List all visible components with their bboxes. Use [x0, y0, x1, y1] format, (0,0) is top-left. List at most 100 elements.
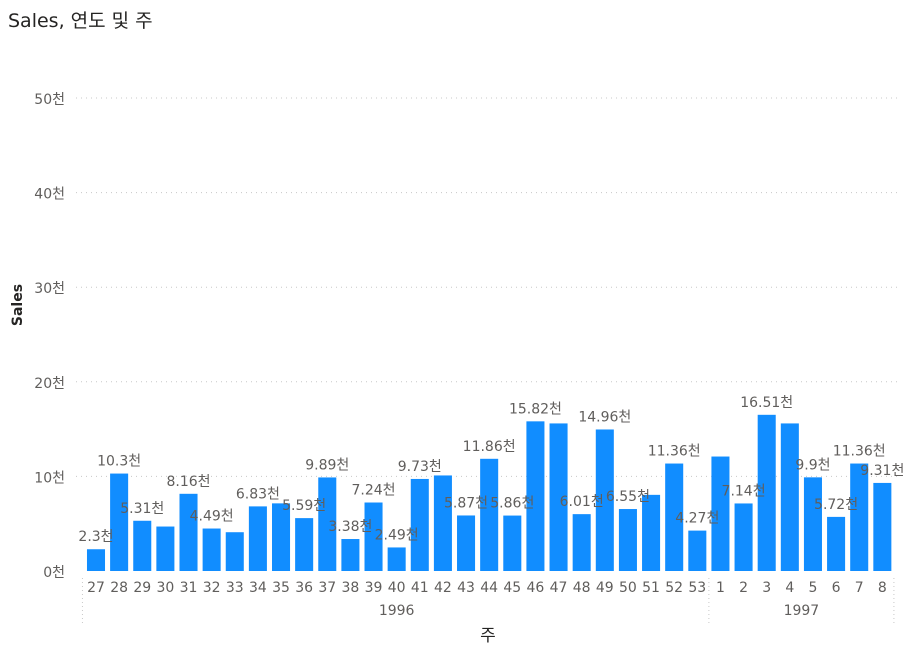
x-tick-label: 44: [480, 580, 498, 596]
bar-week-43[interactable]: [457, 515, 476, 571]
bar-week-8[interactable]: [873, 482, 892, 571]
data-label: 15.82천: [509, 401, 562, 417]
bar-week-5[interactable]: [803, 477, 822, 571]
x-tick-label: 28: [110, 580, 128, 596]
bar-week-50[interactable]: [618, 509, 637, 571]
bar-week-27[interactable]: [86, 549, 106, 571]
x-tick-label: 46: [527, 580, 545, 596]
y-axis-title: Sales: [10, 284, 26, 326]
bar-week-1[interactable]: [711, 456, 730, 571]
bar-week-49[interactable]: [595, 429, 614, 571]
x-tick-label: 53: [688, 580, 706, 596]
data-label: 11.36천: [648, 444, 701, 460]
x-axis-title: 주: [480, 626, 496, 646]
bar-week-30[interactable]: [156, 526, 175, 571]
x-tick-label: 48: [573, 580, 591, 596]
data-label: 5.59천: [282, 498, 326, 514]
x-tick-label: 5: [808, 580, 817, 596]
bar-week-4[interactable]: [780, 423, 799, 571]
data-label: 9.89천: [305, 457, 349, 473]
x-tick-label: 8: [878, 580, 887, 596]
x-tick-label: 51: [642, 580, 660, 596]
x-tick-label: 3: [762, 580, 771, 596]
bar-week-32[interactable]: [202, 528, 221, 571]
x-tick-label: 39: [365, 580, 383, 596]
gridlines: [76, 97, 900, 477]
chart-title: Sales, 연도 및 주: [8, 10, 153, 32]
x-tick-label: 34: [249, 580, 267, 596]
bar-week-45[interactable]: [503, 515, 522, 571]
group-label: 1996: [379, 603, 415, 619]
bar-week-46[interactable]: [526, 421, 545, 571]
bar-week-31[interactable]: [179, 493, 198, 571]
bar-week-33[interactable]: [225, 532, 244, 571]
x-tick-label: 36: [295, 580, 313, 596]
x-tick-label: 50: [619, 580, 637, 596]
x-axis-tick-labels: 27 28 29 30 31 32 33 34 35 36 37 38 39 40 41 42 43 44 45 46…: [87, 580, 887, 596]
y-tick-label: 0천: [43, 565, 65, 581]
data-label: 5.72천: [814, 497, 858, 513]
data-label: 16.51천: [740, 395, 793, 411]
data-label: 5.86천: [490, 496, 534, 512]
x-tick-label: 47: [550, 580, 568, 596]
group-label: 1997: [784, 603, 820, 619]
bar-week-35[interactable]: [272, 503, 291, 571]
bar-week-36[interactable]: [295, 518, 314, 571]
bar-week-44[interactable]: [480, 458, 499, 571]
y-axis-tick-labels: 0천 10천 20천 30천 40천 50천: [34, 92, 65, 581]
bar-week-2[interactable]: [734, 503, 753, 571]
bar-week-48[interactable]: [572, 514, 591, 571]
bar-week-37[interactable]: [318, 477, 337, 571]
data-label: 11.86천: [463, 439, 516, 455]
x-tick-label: 6: [832, 580, 841, 596]
bar-week-6[interactable]: [827, 516, 846, 571]
data-label: 9.73천: [398, 459, 442, 475]
bar-week-47[interactable]: [549, 423, 568, 571]
bar-week-42[interactable]: [433, 475, 452, 571]
y-tick-label: 10천: [34, 470, 65, 486]
data-label: 10.3천: [97, 454, 141, 470]
x-tick-label: 42: [434, 580, 452, 596]
data-label: 2.49천: [375, 527, 419, 543]
bar-week-38[interactable]: [341, 539, 360, 571]
x-tick-label: 35: [272, 580, 290, 596]
data-label: 4.27천: [675, 511, 719, 527]
data-label: 6.83천: [236, 486, 280, 502]
x-tick-label: 4: [785, 580, 794, 596]
data-label: 5.31천: [120, 501, 164, 517]
x-tick-label: 7: [855, 580, 864, 596]
data-label: 2.3천: [78, 529, 113, 545]
bar-week-29[interactable]: [133, 520, 152, 571]
bar-week-28[interactable]: [110, 473, 129, 571]
x-tick-label: 30: [156, 580, 174, 596]
bar-week-7[interactable]: [850, 463, 869, 571]
x-tick-label: 37: [318, 580, 336, 596]
data-label: 7.14천: [722, 483, 766, 499]
data-label: 6.55천: [606, 489, 650, 505]
x-tick-label: 45: [503, 580, 521, 596]
bar-week-39[interactable]: [364, 502, 383, 571]
data-label: 4.49천: [190, 509, 234, 525]
bar-week-34[interactable]: [248, 506, 267, 571]
x-tick-label: 40: [388, 580, 406, 596]
y-tick-label: 30천: [34, 281, 65, 297]
data-label: 9.31천: [860, 463, 904, 479]
data-label: 11.36천: [833, 444, 886, 460]
bar-week-3[interactable]: [757, 414, 776, 571]
x-tick-label: 27: [87, 580, 105, 596]
bar-week-53[interactable]: [688, 530, 707, 571]
x-tick-label: 29: [133, 580, 151, 596]
x-tick-label: 38: [341, 580, 359, 596]
bar-week-40[interactable]: [387, 547, 406, 571]
x-tick-label: 31: [180, 580, 198, 596]
y-tick-label: 40천: [34, 187, 65, 203]
data-label: 8.16천: [166, 474, 210, 490]
data-label: 7.24천: [352, 483, 396, 499]
bar-week-41[interactable]: [410, 478, 429, 571]
x-tick-label: 49: [596, 580, 614, 596]
bars: [86, 414, 892, 571]
bar-week-52[interactable]: [665, 463, 684, 571]
bar-week-51[interactable]: [642, 494, 661, 571]
